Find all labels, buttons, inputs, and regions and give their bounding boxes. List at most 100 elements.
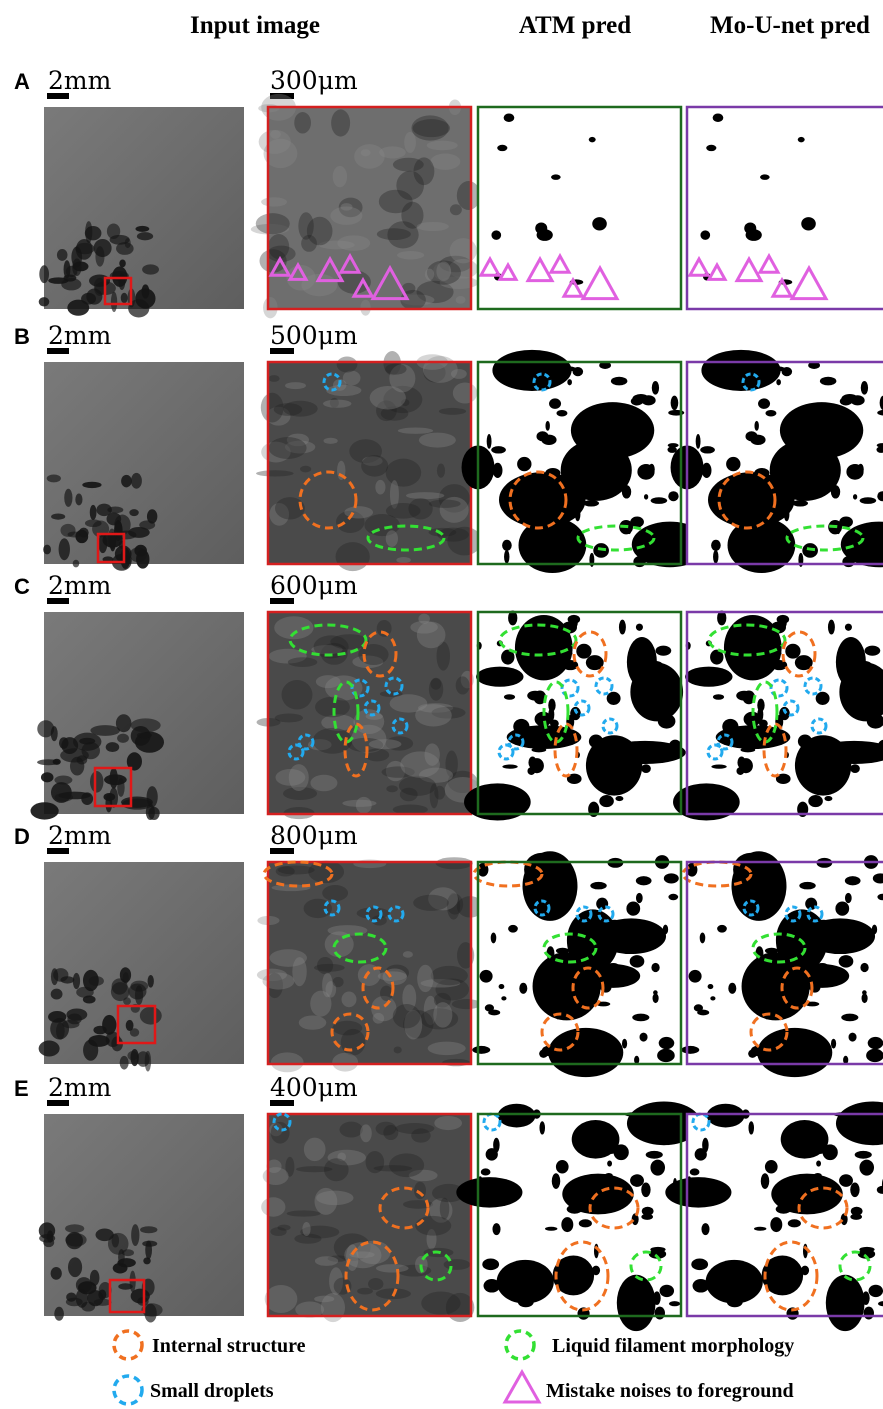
mask-blob <box>599 795 614 807</box>
spray-texture <box>48 1011 66 1023</box>
mask-blob <box>491 446 506 453</box>
mask-blob <box>607 481 615 490</box>
mask-blob <box>745 431 757 441</box>
spray-texture <box>137 232 153 240</box>
mask-blob <box>552 1173 560 1189</box>
spray-texture <box>72 259 81 277</box>
zoom-texture <box>314 1296 334 1303</box>
mask-blob <box>579 1219 592 1227</box>
zoom-texture <box>283 401 318 417</box>
mask-blob <box>759 720 768 728</box>
zoom-texture <box>394 1047 402 1054</box>
mask-blob <box>820 377 836 386</box>
mask-blob <box>653 993 659 1003</box>
zoom-texture <box>261 197 287 206</box>
spray-texture <box>118 1283 133 1289</box>
spray-texture <box>117 734 129 743</box>
mask-blob <box>761 1173 769 1189</box>
zoom-texture <box>417 965 433 992</box>
spray-texture <box>85 519 102 527</box>
mask-blob <box>765 1160 778 1174</box>
mask-blob <box>528 667 544 675</box>
zoom-texture <box>324 438 338 444</box>
mask-blob <box>860 497 877 504</box>
mask-blob <box>513 719 529 734</box>
mask-blob <box>841 1014 858 1022</box>
mask-blob <box>728 983 736 994</box>
mask-blob <box>776 1205 792 1214</box>
mask-blob <box>545 1227 557 1231</box>
zoom-texture <box>380 986 393 1001</box>
mask-blob <box>746 229 762 241</box>
mask-blob <box>690 1168 700 1175</box>
scale-label: 2mm <box>48 321 112 350</box>
mask-blob <box>748 1121 754 1134</box>
figure-row: B2mm500μm <box>14 321 883 573</box>
spray-texture <box>68 1257 82 1277</box>
mask-blob <box>784 943 789 953</box>
mask-blob <box>840 1288 844 1293</box>
zoom-texture <box>396 557 410 563</box>
mask-blob <box>607 1160 612 1166</box>
figure: Input image ATM pred Mo-U-net pred Inter… <box>0 0 883 1409</box>
zoom-texture <box>377 228 411 240</box>
mask-blob <box>739 731 752 735</box>
spray-texture <box>147 509 157 523</box>
mask-blob <box>845 876 861 885</box>
mask-blob <box>669 740 682 753</box>
mask-blob <box>607 920 622 931</box>
zoom-texture <box>314 1188 337 1215</box>
spray-texture <box>148 975 154 988</box>
spray-texture <box>126 1020 134 1031</box>
mask-blob <box>713 550 718 564</box>
zoom-texture <box>431 966 468 985</box>
spray-texture <box>140 1226 157 1233</box>
mask-blob <box>689 970 702 983</box>
zoom-texture <box>430 153 460 169</box>
spray-texture <box>131 718 161 732</box>
mask-blob <box>575 943 580 953</box>
mask-blob <box>617 1275 656 1331</box>
spray-texture <box>64 489 72 507</box>
spray-texture <box>120 1056 129 1070</box>
mask-blob <box>845 624 852 631</box>
mask-blob <box>579 454 591 458</box>
zoom-texture <box>342 992 357 1008</box>
zoom-texture <box>429 678 443 701</box>
spray-texture <box>39 1041 60 1057</box>
mask-blob <box>482 1259 499 1271</box>
spray-texture <box>73 973 80 989</box>
zoom-texture <box>278 865 315 874</box>
mask-blob <box>760 174 770 180</box>
spray-texture <box>119 260 126 268</box>
mask-blob <box>527 1284 540 1298</box>
spray-texture <box>131 1289 150 1304</box>
mask-blob <box>816 481 824 490</box>
mask-blob <box>788 1219 801 1227</box>
spray-texture <box>114 515 130 535</box>
spray-texture <box>79 528 89 538</box>
mask-blob <box>782 367 793 376</box>
mask-blob <box>839 516 853 527</box>
zoom-texture <box>344 506 373 518</box>
spray-texture <box>73 560 80 568</box>
spray-texture <box>51 989 63 1000</box>
mask-blob <box>644 494 648 500</box>
row-label: B <box>14 324 30 349</box>
zoom-texture <box>361 455 388 476</box>
mask-blob <box>702 463 712 478</box>
scale-label: 2mm <box>48 821 112 850</box>
mask-blob <box>783 1258 790 1263</box>
mask-blob <box>792 500 808 506</box>
zoom-texture <box>425 269 434 281</box>
zoom-texture <box>417 622 446 649</box>
mask-blob <box>502 764 517 768</box>
spray-texture <box>121 475 132 487</box>
spray-texture <box>59 538 70 560</box>
mask-blob <box>710 996 715 1000</box>
mask-blob <box>708 984 714 989</box>
mask-blob <box>571 541 584 555</box>
mask-blob <box>630 955 645 968</box>
mask-blob <box>516 1272 532 1276</box>
zoom-texture <box>256 213 290 234</box>
